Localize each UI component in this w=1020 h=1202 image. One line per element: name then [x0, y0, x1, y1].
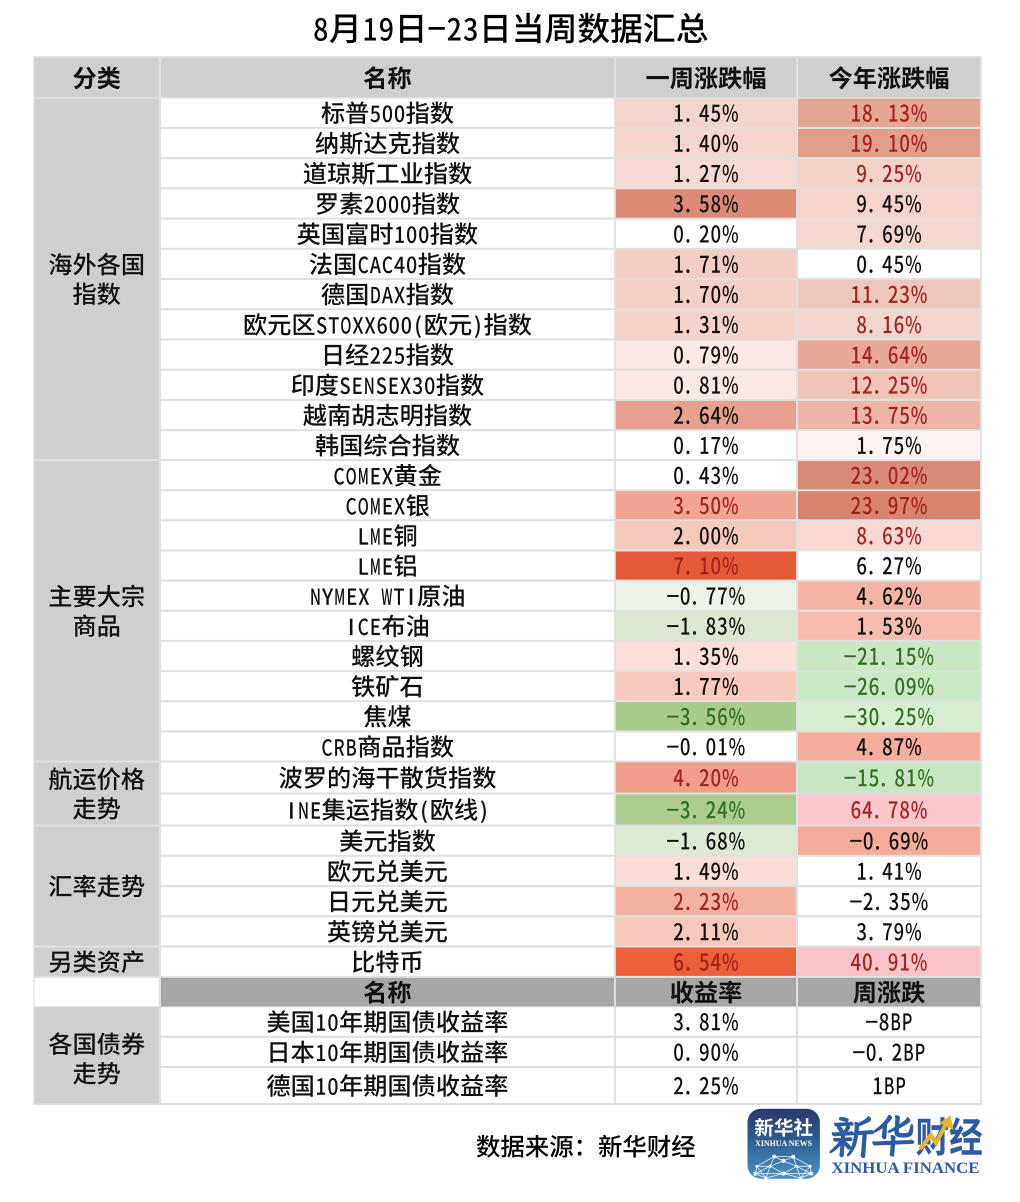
svg-text:XINHUA FINANCE: XINHUA FINANCE	[832, 1160, 980, 1177]
svg-text:XINHUA NEWS: XINHUA NEWS	[755, 1138, 812, 1148]
